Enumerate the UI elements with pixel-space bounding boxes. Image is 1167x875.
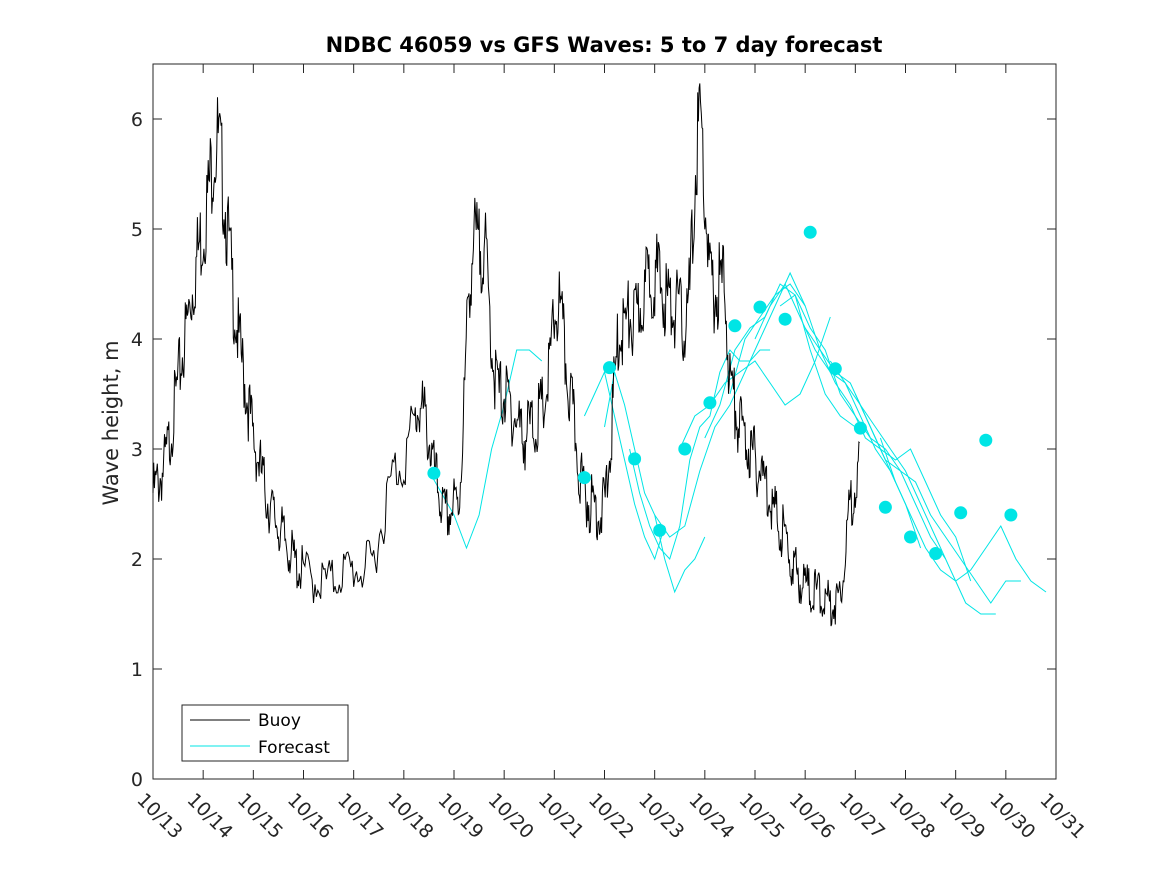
plot-area-frame xyxy=(152,63,1057,780)
x-tick-label: 10/20 xyxy=(484,789,538,843)
x-tick-label: 10/23 xyxy=(634,789,688,843)
x-tick-label: 10/17 xyxy=(333,789,387,843)
forecast-run-line xyxy=(583,370,666,561)
x-tick-label: 10/18 xyxy=(383,789,437,843)
legend-forecast-label: Forecast xyxy=(258,738,330,758)
x-tick-label: 10/16 xyxy=(283,789,337,843)
forecast-run-line xyxy=(679,316,831,450)
forecast-run-line xyxy=(829,360,996,615)
forecast-marker xyxy=(577,471,591,485)
forecast-markers xyxy=(427,225,1018,560)
forecast-marker xyxy=(728,319,742,333)
forecast-run-line xyxy=(879,437,1047,593)
legend-buoy-label: Buoy xyxy=(258,711,301,731)
forecast-marker xyxy=(853,421,867,435)
forecast-marker xyxy=(427,466,441,480)
y-axis-ticks: 0 1 2 3 4 5 6 xyxy=(131,109,1056,791)
y-axis-label: Wave height, m xyxy=(99,340,123,505)
forecast-run-line xyxy=(428,349,543,550)
y-tick-label: 5 xyxy=(131,219,143,241)
legend: Buoy Forecast xyxy=(181,704,349,762)
forecast-marker xyxy=(678,442,692,456)
forecast-run-line xyxy=(754,282,922,549)
forecast-marker xyxy=(603,361,616,375)
forecast-marker xyxy=(628,452,642,466)
forecast-run-line xyxy=(729,283,896,483)
x-tick-label: 10/29 xyxy=(935,789,989,843)
y-tick-label: 6 xyxy=(131,109,143,131)
forecast-marker xyxy=(703,396,717,410)
y-tick-label: 3 xyxy=(131,439,143,461)
forecast-marker xyxy=(929,547,943,560)
buoy-line xyxy=(152,83,860,627)
chart-title: NDBC 46059 vs GFS Waves: 5 to 7 day fore… xyxy=(326,33,883,57)
y-tick-label: 4 xyxy=(131,329,143,351)
forecast-run-line xyxy=(854,393,1021,604)
x-tick-label: 10/28 xyxy=(885,789,939,843)
forecast-marker xyxy=(878,500,892,514)
y-tick-label: 0 xyxy=(131,769,143,791)
forecast-marker xyxy=(904,530,917,544)
forecast-marker xyxy=(979,433,993,447)
x-tick-label: 10/21 xyxy=(534,789,588,843)
buoy-line-group xyxy=(152,83,860,627)
x-tick-label: 10/25 xyxy=(734,789,788,843)
forecast-marker xyxy=(1004,508,1018,522)
x-tick-label: 10/27 xyxy=(835,789,889,843)
forecast-marker xyxy=(828,362,842,376)
x-tick-label: 10/30 xyxy=(985,789,1039,843)
forecast-marker xyxy=(778,312,792,326)
y-tick-label: 1 xyxy=(131,659,143,681)
x-tick-label: 10/31 xyxy=(1035,789,1089,843)
legend-box xyxy=(181,704,349,762)
x-tick-label: 10/14 xyxy=(183,789,237,843)
forecast-run-line xyxy=(654,271,806,538)
x-tick-label: 10/15 xyxy=(233,789,287,843)
x-tick-label: 10/26 xyxy=(785,789,839,843)
x-tick-label: 10/24 xyxy=(684,789,738,843)
forecast-marker xyxy=(803,225,817,239)
y-tick-label: 2 xyxy=(131,549,143,571)
axes-frame xyxy=(152,63,1057,780)
forecast-marker xyxy=(653,523,667,537)
x-tick-label: 10/13 xyxy=(132,789,186,843)
forecast-run-line xyxy=(704,283,856,439)
x-tick-label: 10/22 xyxy=(584,789,638,843)
forecast-marker xyxy=(954,506,968,520)
x-tick-label: 10/19 xyxy=(433,789,487,843)
forecast-run-line xyxy=(629,349,771,560)
forecast-marker xyxy=(753,300,767,314)
